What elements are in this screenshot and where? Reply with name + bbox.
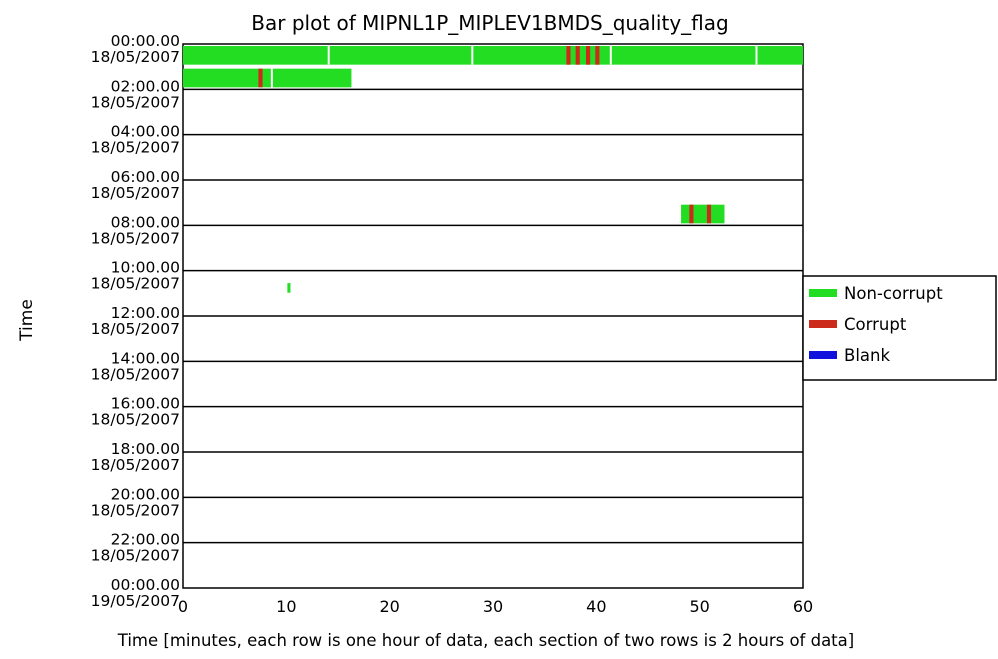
y-tick-date: 18/05/2007	[91, 275, 180, 293]
x-tick-label: 40	[586, 597, 606, 616]
legend-swatch	[809, 289, 837, 297]
x-tick-label: 60	[793, 597, 813, 616]
bar-corrupt	[689, 205, 693, 224]
legend-label: Blank	[844, 346, 890, 365]
x-axis-label: Time [minutes, each row is one hour of d…	[117, 631, 854, 650]
legend-label: Non-corrupt	[844, 284, 943, 303]
bar-non-corrupt	[287, 283, 290, 293]
legend-swatch	[809, 351, 837, 359]
y-tick-date: 19/05/2007	[91, 592, 180, 610]
bar-gap	[328, 46, 330, 65]
bar-corrupt	[595, 46, 599, 65]
bar-non-corrupt	[183, 46, 803, 65]
y-tick-date: 18/05/2007	[91, 501, 180, 519]
y-tick-date: 18/05/2007	[91, 184, 180, 202]
x-tick-label: 50	[689, 597, 709, 616]
y-tick-labels: 00:00.0018/05/200702:00.0018/05/200704:0…	[91, 32, 180, 610]
bar-non-corrupt	[681, 205, 724, 224]
y-axis-label: Time	[17, 299, 37, 342]
legend-label: Corrupt	[844, 315, 907, 334]
y-tick-date: 18/05/2007	[91, 411, 180, 429]
bar-gap	[610, 46, 612, 65]
bar-corrupt	[258, 69, 262, 88]
legend-swatch	[809, 320, 837, 328]
bar-gap	[271, 69, 273, 88]
bar-gap	[756, 46, 758, 65]
bar-corrupt	[586, 46, 590, 65]
chart-title: Bar plot of MIPNL1P_MIPLEV1BMDS_quality_…	[251, 11, 728, 35]
y-tick-date: 18/05/2007	[91, 229, 180, 247]
plot-area	[183, 44, 803, 588]
bar-corrupt	[707, 205, 711, 224]
bar-non-corrupt	[183, 69, 351, 88]
y-tick-date: 18/05/2007	[91, 93, 180, 111]
y-tick-date: 18/05/2007	[91, 365, 180, 383]
bar-corrupt	[566, 46, 570, 65]
bar-corrupt	[576, 46, 580, 65]
y-tick-date: 18/05/2007	[91, 320, 180, 338]
x-tick-label: 30	[483, 597, 503, 616]
x-tick-label: 0	[178, 597, 188, 616]
y-tick-date: 18/05/2007	[91, 139, 180, 157]
x-tick-label: 20	[379, 597, 399, 616]
bar-gap	[471, 46, 473, 65]
x-tick-label: 10	[276, 597, 296, 616]
y-tick-date: 18/05/2007	[91, 547, 180, 565]
y-tick-date: 18/05/2007	[91, 48, 180, 66]
legend: Non-corrupt Corrupt Blank	[803, 276, 996, 380]
x-tick-labels: 0 10 20 30 40 50 60	[178, 597, 813, 616]
y-tick-date: 18/05/2007	[91, 456, 180, 474]
